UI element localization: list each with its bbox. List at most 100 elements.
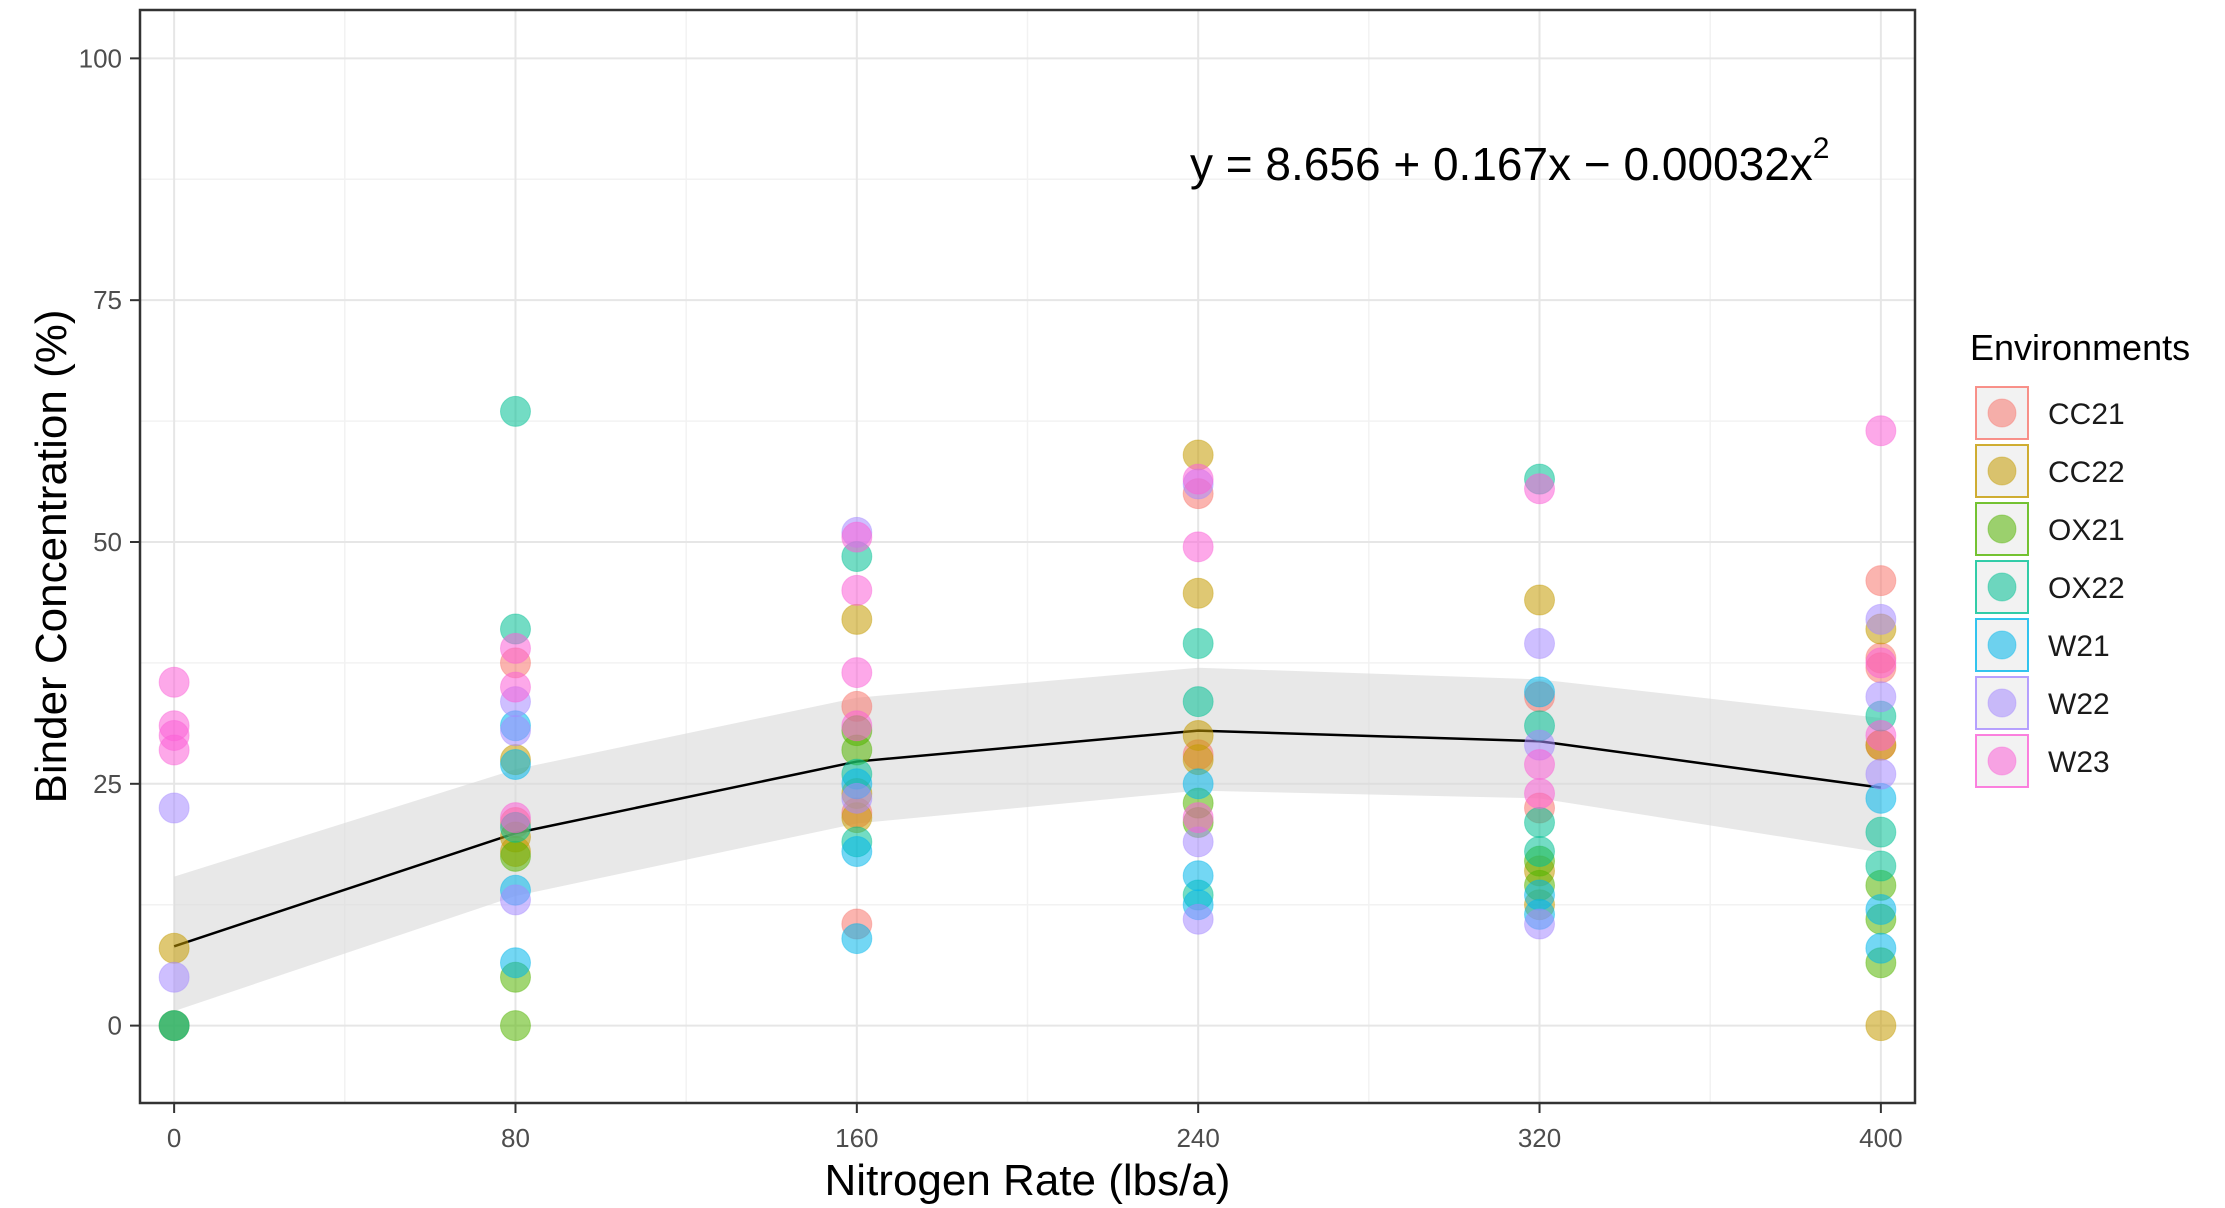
data-point [499,802,531,834]
data-point [1182,860,1214,892]
data-point [499,1010,531,1042]
x-axis-title: Nitrogen Rate (lbs/a) [825,1156,1231,1205]
legend-item-cc22: CC22 [1975,444,2125,498]
data-point [1524,473,1556,505]
data-point [1182,628,1214,660]
grid-lines [140,10,1915,1103]
data-point [1524,908,1556,940]
data-point [1865,565,1897,597]
legend-label: CC21 [2048,398,2125,431]
y-tick-label: 50 [93,527,122,557]
y-tick-label: 0 [108,1011,122,1041]
data-points [158,395,1897,1042]
legend-label: W22 [2048,688,2110,721]
x-tick-label: 80 [501,1123,530,1153]
legend-label: OX21 [2048,514,2125,547]
data-point [841,521,873,553]
legend-item-w23: W23 [1975,734,2110,788]
data-point [1865,932,1897,964]
data-point [499,840,531,872]
data-point [499,715,531,747]
data-point [1524,748,1556,780]
legend-item-w21: W21 [1975,618,2110,672]
legend-label: OX22 [2048,572,2125,605]
legend-label: CC22 [2048,456,2125,489]
data-point [1182,531,1214,563]
data-point [1182,463,1214,495]
data-point [1865,894,1897,926]
legend-label: W21 [2048,630,2110,663]
data-point [1524,777,1556,809]
data-point [1865,850,1897,882]
data-point [1865,816,1897,848]
data-point [1865,603,1897,635]
data-point [499,671,531,703]
y-tick-label: 25 [93,769,122,799]
legend-item-ox22: OX22 [1975,560,2125,614]
data-point [499,748,531,780]
y-axis-title: Binder Concentration (%) [27,309,76,803]
data-point [1865,758,1897,790]
series-w23 [158,415,1897,834]
x-tick-label: 160 [835,1123,878,1153]
legend-item-w22: W22 [1975,676,2110,730]
plot-border [138,8,1917,1105]
data-point [841,603,873,635]
data-point [158,961,190,993]
equation-superscript: 2 [1813,132,1830,165]
axes: 0 80 160 240 320 400 0 25 50 75 100 [79,43,1903,1153]
data-point [1865,1010,1897,1042]
data-point [158,734,190,766]
data-point [1182,802,1214,834]
data-point [1524,676,1556,708]
legend-swatch [1987,630,2017,660]
legend-swatch [1987,572,2017,602]
legend-swatch [1987,456,2017,486]
legend-swatch [1987,688,2017,718]
legend-label: W23 [2048,746,2110,779]
x-tick-label: 0 [167,1123,181,1153]
data-point [1865,681,1897,713]
data-point [499,395,531,427]
legend-swatch [1987,398,2017,428]
data-point [1182,768,1214,800]
data-point [841,710,873,742]
legend-swatch [1987,746,2017,776]
data-point [1865,647,1897,679]
fit-line-path [173,729,1882,948]
data-point [1182,686,1214,718]
x-tick-label: 240 [1176,1123,1219,1153]
legend: Environments CC21 CC22 OX21 OX22 W21 W22 W23 [1970,327,2190,788]
data-point [1524,584,1556,616]
data-point [1865,415,1897,447]
confidence-band-area [174,667,1881,1012]
y-tick-label: 100 [79,43,122,73]
data-point [1182,903,1214,935]
data-point [841,923,873,955]
equation-annotation: y = 8.656 + 0.167x − 0.00032x2 [1190,132,1829,190]
data-point [841,657,873,689]
data-point [841,574,873,606]
fit-line [173,729,1882,948]
data-point [158,1010,190,1042]
data-point [1524,836,1556,868]
data-point [499,947,531,979]
legend-swatch [1987,514,2017,544]
legend-title: Environments [1970,327,2190,368]
data-point [1865,719,1897,751]
data-point [1182,577,1214,609]
data-point [499,884,531,916]
y-tick-label: 75 [93,285,122,315]
data-point [841,836,873,868]
x-tick-label: 320 [1518,1123,1561,1153]
legend-item-ox21: OX21 [1975,502,2125,556]
legend-item-cc21: CC21 [1975,386,2125,440]
data-point [499,632,531,664]
equation-text: y = 8.656 + 0.167x − 0.00032x [1190,138,1813,190]
x-tick-label: 400 [1859,1123,1902,1153]
data-point [1524,806,1556,838]
data-point [158,666,190,698]
data-point [158,932,190,964]
